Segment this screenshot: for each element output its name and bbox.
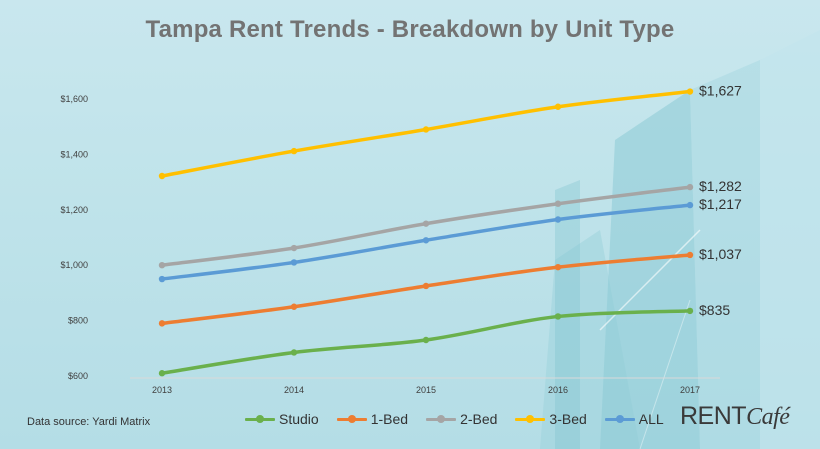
y-tick-label: $600 xyxy=(68,371,88,381)
legend-swatch-all xyxy=(604,414,635,424)
data-point-2-bed xyxy=(158,262,166,269)
logo-text-script: Café xyxy=(746,404,790,430)
data-point-3-bed xyxy=(686,88,694,95)
chart-title: Tampa Rent Trends - Breakdown by Unit Ty… xyxy=(145,16,675,43)
end-label-1-bed: $1,037 xyxy=(699,246,742,262)
legend-swatch-3-bed xyxy=(515,414,546,424)
data-point-3-bed xyxy=(422,126,430,133)
data-point-studio xyxy=(158,370,166,377)
data-point-2-bed xyxy=(686,183,694,191)
data-point-2-bed xyxy=(290,244,298,252)
data-point-all xyxy=(554,216,562,223)
data-point-all xyxy=(422,237,430,244)
legend-item-studio: Studio xyxy=(245,411,319,427)
legend-swatch-2-bed xyxy=(426,414,457,424)
legend-label-3-bed: 3-Bed xyxy=(549,411,587,427)
data-point-studio xyxy=(290,349,298,356)
legend-item-1-bed: 1-Bed xyxy=(336,411,409,427)
logo-text-main: RENT xyxy=(680,402,747,430)
legend-label-studio: Studio xyxy=(279,411,319,427)
data-point-3-bed xyxy=(554,103,562,110)
y-tick-label: $1,400 xyxy=(60,149,88,159)
y-tick-label: $1,600 xyxy=(60,94,88,104)
data-point-2-bed xyxy=(554,200,562,207)
end-label-all: $1,217 xyxy=(699,196,742,212)
data-point-1-bed xyxy=(422,282,430,290)
data-point-all xyxy=(158,275,166,283)
data-point-all xyxy=(290,259,298,266)
x-tick-label: 2013 xyxy=(152,385,172,395)
legend-label-2-bed: 2-Bed xyxy=(460,411,498,427)
data-point-3-bed xyxy=(158,172,166,180)
legend-label-all: ALL xyxy=(638,411,664,427)
legend-item-2-bed: 2-Bed xyxy=(426,411,497,427)
data-point-studio xyxy=(554,313,562,320)
legend-swatch-studio xyxy=(245,414,275,424)
rentcafe-logo: RENTCafé xyxy=(680,402,790,431)
data-point-studio xyxy=(686,307,694,315)
legend-label-1-bed: 1-Bed xyxy=(370,411,409,427)
data-point-all xyxy=(686,201,694,209)
legend-item-all: ALL xyxy=(604,411,664,427)
data-point-3-bed xyxy=(290,147,298,155)
end-label-2-bed: $1,282 xyxy=(699,178,742,194)
legend-item-3-bed: 3-Bed xyxy=(515,411,587,427)
data-point-1-bed xyxy=(554,263,562,271)
data-point-studio xyxy=(422,336,430,344)
data-point-2-bed xyxy=(422,220,430,227)
legend-swatch-1-bed xyxy=(336,414,367,424)
x-tick-label: 2014 xyxy=(284,385,304,395)
x-tick-label: 2015 xyxy=(416,385,436,395)
data-point-1-bed xyxy=(686,251,694,259)
data-point-1-bed xyxy=(158,320,166,327)
x-tick-label: 2016 xyxy=(548,385,568,395)
x-tick-label: 2017 xyxy=(680,385,700,395)
end-label-studio: $835 xyxy=(699,302,730,318)
legend: Studio 1-Bed 2-Bed 3-Bed ALL xyxy=(245,411,664,427)
y-tick-label: $800 xyxy=(68,316,88,326)
series-line-3-bed xyxy=(160,89,692,178)
data-point-1-bed xyxy=(290,303,298,310)
y-tick-label: $1,200 xyxy=(60,205,88,215)
data-source-note: Data source: Yardi Matrix xyxy=(27,416,151,428)
end-label-3-bed: $1,627 xyxy=(699,83,742,99)
y-tick-label: $1,000 xyxy=(60,260,88,270)
